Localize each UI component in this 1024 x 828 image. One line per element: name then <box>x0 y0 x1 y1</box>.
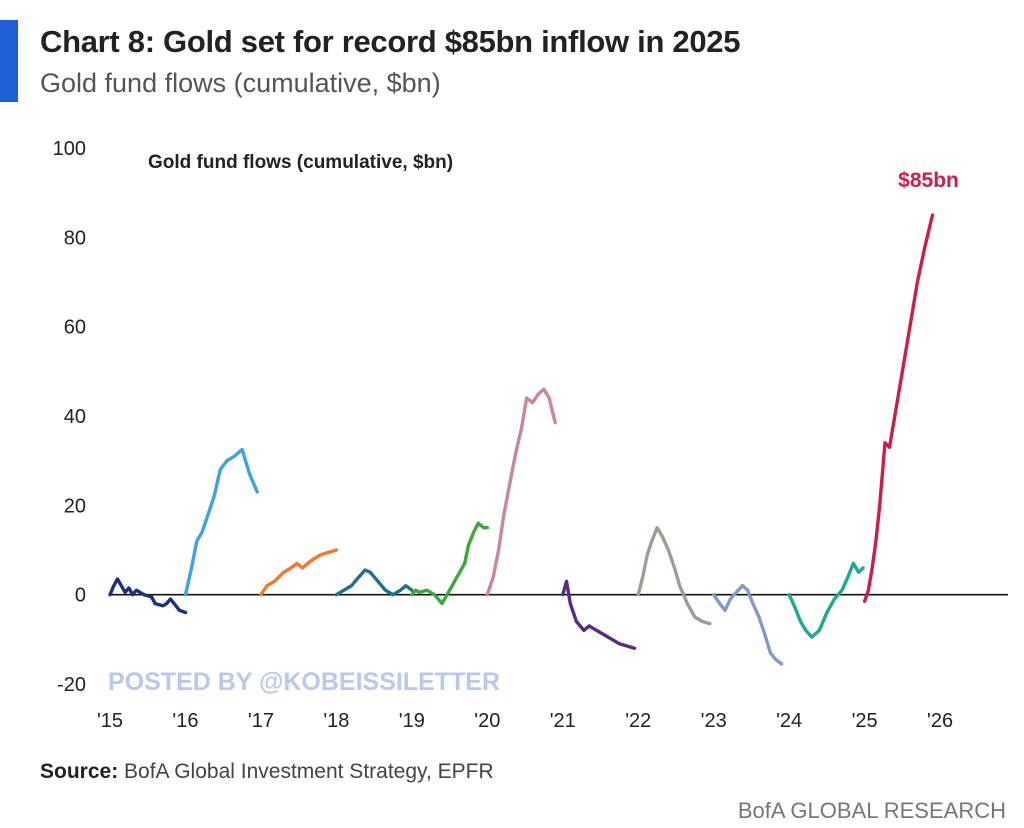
inner-chart-title: Gold fund flows (cumulative, $bn) <box>148 152 453 173</box>
y-tick-label: 80 <box>64 227 86 249</box>
y-tick-label: -20 <box>57 674 86 696</box>
source-text: BofA Global Investment Strategy, EPFR <box>118 760 494 783</box>
x-tick-label: '19 <box>399 710 425 732</box>
x-tick-label: '26 <box>927 710 953 732</box>
line-chart: -20 0 20 40 60 80 100 '15 '16 '17 '18 '19 '20 '21 '22… <box>53 138 1008 732</box>
y-axis: -20 0 20 40 60 80 100 <box>53 138 86 696</box>
y-tick-label: 20 <box>64 495 86 517</box>
y-tick-label: 60 <box>64 317 86 339</box>
end-value-label: $85bn <box>898 169 959 192</box>
y-tick-label: 40 <box>64 406 86 428</box>
source-prefix: Source: <box>40 760 119 783</box>
series-line-8 <box>636 526 712 626</box>
x-tick-label: '22 <box>625 710 651 732</box>
x-tick-label: '25 <box>852 710 878 732</box>
x-tick-label: '16 <box>172 710 198 732</box>
series-line-5 <box>410 521 489 606</box>
series-line-9 <box>712 584 784 666</box>
x-tick-label: '15 <box>97 710 123 732</box>
x-tick-label: '20 <box>474 710 500 732</box>
series-line-4 <box>334 568 414 597</box>
source-note: Source: BofA Global Investment Strategy,… <box>40 760 494 784</box>
x-tick-label: '18 <box>323 710 349 732</box>
series-line-3 <box>259 548 339 597</box>
series-line-11 <box>862 213 935 604</box>
series-line-10 <box>787 561 865 639</box>
series-group <box>108 213 935 666</box>
series-line-6 <box>485 387 557 597</box>
y-tick-label: 0 <box>75 585 86 607</box>
chart-title: Chart 8: Gold set for record $85bn inflo… <box>40 24 741 59</box>
y-tick-label: 100 <box>53 138 86 160</box>
watermark-text: POSTED BY @KOBEISSILETTER <box>108 668 500 696</box>
series-line-7 <box>561 579 637 650</box>
x-tick-label: '21 <box>550 710 576 732</box>
chart-subtitle: Gold fund flows (cumulative, $bn) <box>40 68 441 98</box>
x-tick-label: '23 <box>701 710 727 732</box>
x-tick-label: '24 <box>776 710 802 732</box>
x-axis: '15 '16 '17 '18 '19 '20 '21 '22 '23 '24 '25 '26 <box>97 710 953 732</box>
series-line-1 <box>108 577 188 615</box>
title-accent-bar <box>0 20 18 102</box>
footer-brand: BofA GLOBAL RESEARCH <box>737 798 1006 823</box>
x-tick-label: '17 <box>248 710 274 732</box>
series-line-2 <box>183 447 259 597</box>
